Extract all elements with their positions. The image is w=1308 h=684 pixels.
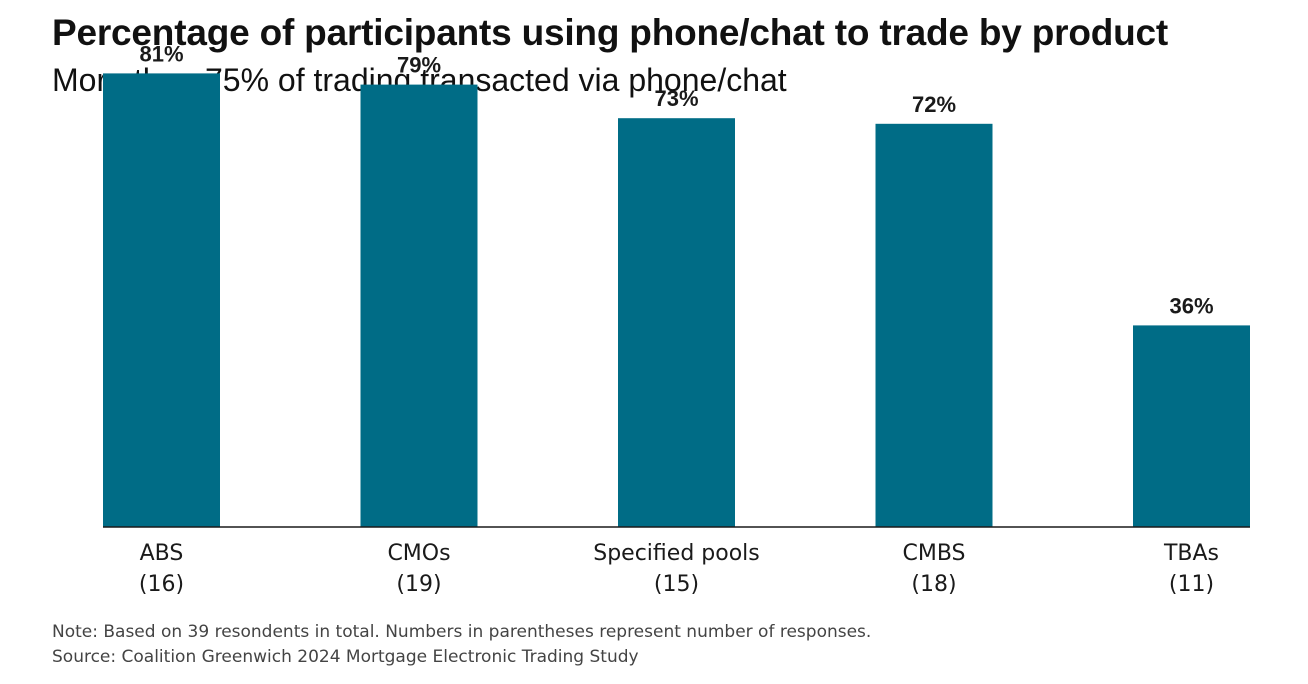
labels-group: 81% ABS (16) 79% CMOs (19) 73% Specified pools (… xyxy=(139,41,1219,597)
bar-tbas xyxy=(1133,325,1250,527)
source-text: Source: Coalition Greenwich 2024 Mortgag… xyxy=(52,647,639,667)
response-count-tbas: (11) xyxy=(1169,572,1214,597)
category-label-cmbs: CMBS xyxy=(902,541,965,566)
bar-abs xyxy=(103,73,220,528)
response-count-specified-pools: (15) xyxy=(654,572,699,597)
category-label-tbas: TBAs xyxy=(1163,541,1219,566)
response-count-cmbs: (18) xyxy=(911,572,956,597)
value-label-abs: 81% xyxy=(139,41,183,66)
bar-specified-pools xyxy=(618,118,735,527)
footnote: Note: Based on 39 resondents in total. N… xyxy=(52,620,871,670)
value-label-specified-pools: 73% xyxy=(654,86,698,111)
bar-cmos xyxy=(360,84,478,527)
bars-group xyxy=(103,73,1250,528)
category-label-abs: ABS xyxy=(140,541,184,566)
note-text: Note: Based on 39 resondents in total. N… xyxy=(52,622,872,642)
value-label-cmos: 79% xyxy=(397,53,441,78)
bar-cmbs xyxy=(875,123,993,528)
category-label-cmos: CMOs xyxy=(387,541,450,566)
chart-title: Percentage of participants using phone/c… xyxy=(52,12,1169,53)
response-count-cmos: (19) xyxy=(396,572,441,597)
response-count-abs: (16) xyxy=(139,572,184,597)
value-label-tbas: 36% xyxy=(1169,293,1213,318)
category-label-specified-pools: Specified pools xyxy=(593,541,759,566)
value-label-cmbs: 72% xyxy=(912,92,956,117)
